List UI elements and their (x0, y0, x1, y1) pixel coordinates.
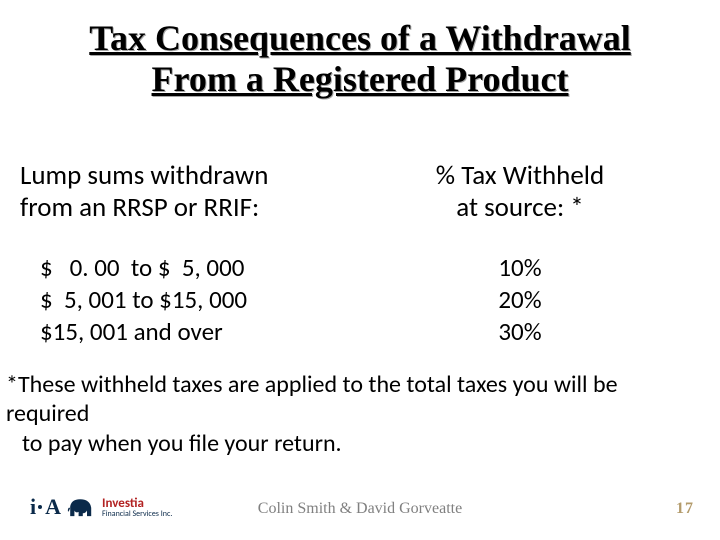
title-line-2: From a Registered Product (152, 59, 569, 99)
footnote-line-2: to pay when you file your return. (6, 429, 706, 458)
title-line-1: Tax Consequences of a Withdrawal (89, 18, 630, 58)
right-header-line-2: at source: * (456, 191, 583, 224)
left-header-line-2: from an RRSP or RRIF: (20, 191, 259, 224)
bracket-row-3: $15, 001 and over (40, 316, 223, 347)
footnote: *These withheld taxes are applied to the… (6, 370, 706, 458)
slide-title: Tax Consequences of a Withdrawal From a … (0, 18, 720, 101)
slide-authors: Colin Smith & David Gorveatte (0, 500, 720, 518)
left-header-line-1: Lump sums withdrawn (20, 159, 268, 192)
rate-row-2: 20% (498, 284, 541, 315)
bracket-row-1: $ 0. 00 to $ 5, 000 (40, 252, 244, 283)
withholding-rates: 10% 20% 30% (420, 252, 620, 348)
footnote-line-1: *These withheld taxes are applied to the… (6, 370, 618, 428)
right-header-line-1: % Tax Withheld (436, 159, 604, 192)
right-column-header: % Tax Withheld at source: * (380, 160, 660, 224)
rate-row-3: 30% (498, 316, 541, 347)
withdrawal-brackets: $ 0. 00 to $ 5, 000 $ 5, 001 to $15, 000… (40, 252, 330, 348)
rate-row-1: 10% (498, 252, 541, 283)
left-column-header: Lump sums withdrawn from an RRSP or RRIF… (20, 160, 350, 224)
bracket-row-2: $ 5, 001 to $15, 000 (40, 284, 247, 315)
slide: Tax Consequences of a Withdrawal From a … (0, 0, 720, 540)
page-number: 17 (676, 500, 694, 518)
